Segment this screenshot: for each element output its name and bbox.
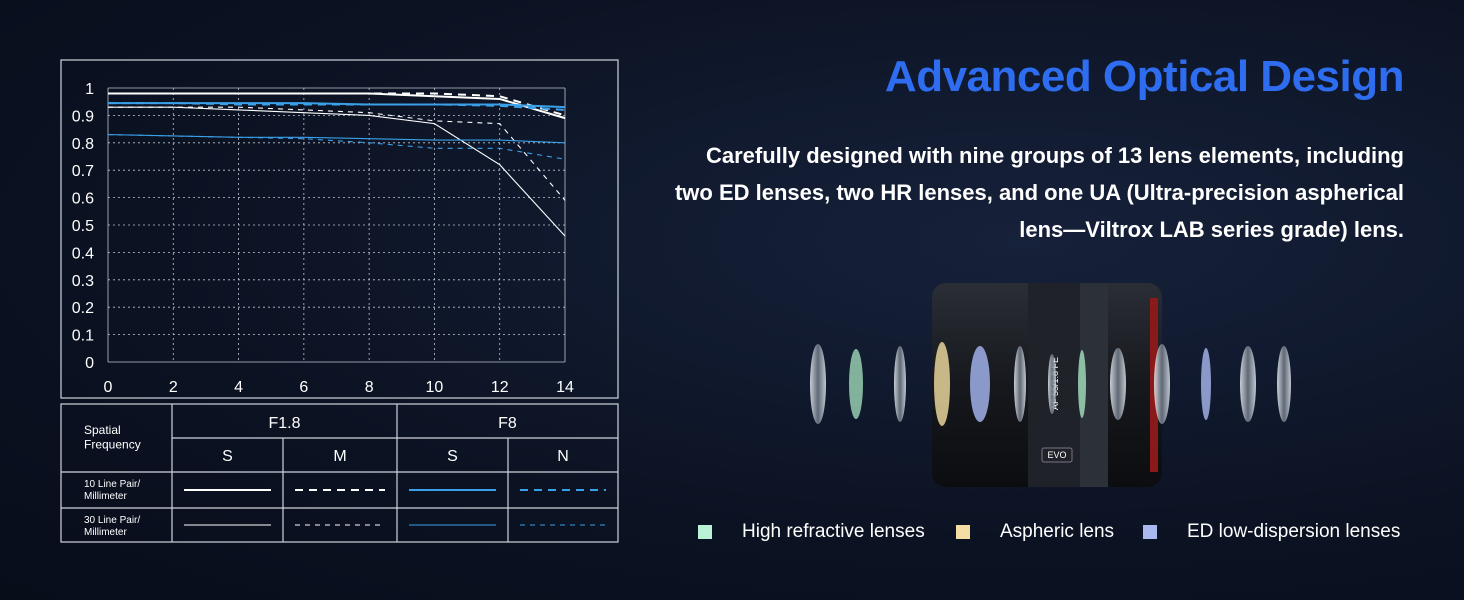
legend-swatch (956, 525, 970, 539)
glass-element (970, 346, 990, 422)
y-tick-label: 0.4 (72, 245, 94, 262)
lens-legend-item: Aspheric lens (956, 521, 1114, 543)
x-tick-label: 14 (556, 379, 574, 396)
glass-element (1078, 350, 1086, 418)
glass-element (849, 349, 863, 419)
legend-label: ED low-dispersion lenses (1187, 521, 1401, 542)
legend-swatch (1143, 525, 1157, 539)
y-tick-label: 0.5 (72, 218, 94, 235)
mtf-line (107, 134, 566, 160)
frequency-label: 10 Line Pair/Millimeter (84, 479, 140, 502)
legend-table-frame (60, 403, 619, 543)
lens-legend-item: ED low-dispersion lenses (1143, 521, 1400, 543)
legend-swatch (698, 525, 712, 539)
lens-legend-item: High refractive lenses (698, 521, 925, 543)
lens-illustration: AF 55/1.8 FE EVO (810, 283, 1291, 487)
glass-element (1048, 354, 1056, 414)
glass-element (1110, 348, 1126, 420)
glass-element (810, 344, 826, 424)
badge-frame (1041, 447, 1073, 463)
x-tick-label: 12 (491, 379, 509, 396)
page-description: Carefully designed with nine groups of 1… (674, 143, 1404, 242)
y-tick-label: 0.6 (72, 191, 94, 208)
aperture-label: F1.8 (268, 415, 300, 432)
glass-element (1014, 346, 1026, 422)
mtf-line (108, 92, 566, 117)
x-tick-label: 4 (234, 379, 243, 396)
table-corner-label: Spatial Frequency (84, 423, 141, 451)
glass-element (1154, 344, 1170, 424)
x-tick-label: 10 (426, 379, 444, 396)
y-tick-label: 0.7 (72, 163, 94, 180)
glass-element (1277, 346, 1291, 422)
glass-element (894, 346, 906, 422)
legend-label: Aspheric lens (1000, 521, 1115, 542)
glass-element (1240, 346, 1256, 422)
y-tick-label: 1 (85, 81, 94, 98)
glass-element (934, 342, 950, 426)
mtf-line (108, 106, 566, 237)
mtf-line (107, 134, 566, 144)
y-tick-label: 0 (85, 355, 94, 372)
direction-label: N (557, 448, 569, 465)
aperture-label: F8 (498, 415, 517, 432)
y-tick-label: 0.2 (72, 300, 94, 317)
direction-label: M (333, 448, 346, 465)
direction-label: S (222, 448, 233, 465)
x-tick-label: 6 (299, 379, 308, 396)
mtf-line (108, 102, 566, 111)
page-title: Advanced Optical Design (884, 52, 1405, 101)
mount-ring (1150, 298, 1158, 472)
frequency-label: 30 Line Pair/Millimeter (84, 515, 140, 538)
lens-badge: EVO (1047, 450, 1066, 460)
mtf-line (108, 106, 566, 201)
y-tick-label: 0.3 (72, 273, 94, 290)
y-tick-label: 0.1 (72, 328, 94, 345)
x-tick-label: 2 (169, 379, 178, 396)
direction-label: S (447, 448, 458, 465)
x-tick-label: 8 (365, 379, 374, 396)
chart-frame (60, 59, 619, 399)
legend-label: High refractive lenses (742, 521, 925, 542)
y-tick-label: 0.9 (72, 108, 94, 125)
glass-element (1201, 348, 1211, 420)
y-tick-label: 0.8 (72, 136, 94, 153)
x-tick-label: 0 (104, 379, 113, 396)
